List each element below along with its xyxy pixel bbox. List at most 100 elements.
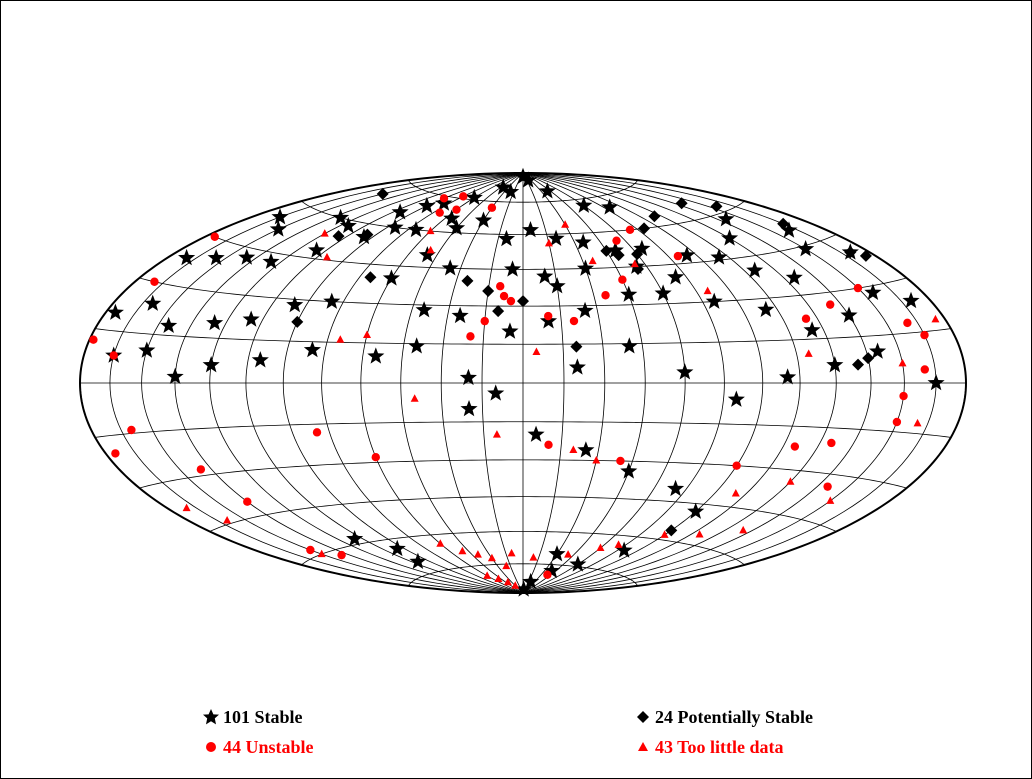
circle-point — [440, 194, 448, 202]
star-point — [601, 198, 618, 214]
diamond-point — [461, 275, 473, 287]
star-point — [460, 400, 477, 416]
star-point — [208, 249, 225, 265]
diamond-point — [482, 285, 494, 297]
triangle-point — [436, 539, 444, 547]
legend-label-unstable: 44 Unstable — [223, 737, 314, 757]
triangle-point — [411, 394, 419, 402]
star-point — [387, 219, 404, 235]
circle-point — [466, 332, 474, 340]
circle-point — [826, 300, 834, 308]
circle-point — [543, 571, 551, 579]
circle-point — [452, 205, 460, 213]
triangle-point — [532, 347, 540, 355]
circle-point — [459, 192, 467, 200]
triangle-point — [183, 504, 191, 512]
diamond-point — [291, 316, 303, 328]
diamond-point — [638, 222, 650, 234]
star-point — [138, 341, 155, 357]
star-point — [466, 189, 483, 205]
triangle-point — [336, 335, 344, 343]
circle-point — [337, 551, 345, 559]
star-point — [416, 301, 433, 317]
triangle-point — [321, 229, 329, 237]
star-point — [160, 317, 177, 333]
triangle-point — [592, 456, 600, 464]
star-point — [252, 351, 269, 367]
star-point — [389, 540, 406, 556]
triangle-point — [564, 550, 572, 558]
triangle-point — [561, 220, 569, 228]
triangle-point — [899, 359, 907, 367]
circle-point — [507, 297, 515, 305]
triangle-point — [931, 315, 939, 323]
legend-label-potentially-stable: 24 Potentially Stable — [655, 707, 813, 727]
star-point — [203, 356, 220, 372]
circle-point — [827, 439, 835, 447]
triangle-point — [493, 430, 501, 438]
star-point — [452, 307, 469, 323]
circle-point — [544, 312, 552, 320]
star-point — [308, 241, 325, 257]
triangle-point — [426, 227, 434, 235]
triangle-point — [589, 257, 597, 265]
star-point — [418, 197, 435, 213]
star-icon — [201, 707, 221, 727]
star-point — [487, 384, 504, 400]
triangle-icon — [633, 737, 653, 757]
triangle-point — [508, 549, 516, 557]
diamond-point — [648, 210, 660, 222]
triangle-point — [914, 419, 922, 427]
star-point — [710, 248, 727, 264]
star-point — [667, 480, 684, 496]
legend-label-too-little-data: 43 Too little data — [655, 737, 784, 757]
circle-point — [306, 546, 314, 554]
star-point — [797, 240, 814, 256]
circle-point — [313, 428, 321, 436]
circle-point — [89, 336, 97, 344]
triangle-point — [569, 446, 577, 454]
star-point — [475, 211, 492, 227]
circle-point — [601, 291, 609, 299]
star-point — [383, 269, 400, 285]
star-point — [271, 208, 288, 224]
legend-item-unstable: 44 Unstable — [201, 737, 314, 757]
circle-point — [899, 392, 907, 400]
circle-point — [618, 276, 626, 284]
legend-item-stable: 101 Stable — [201, 707, 303, 727]
circle-point — [436, 208, 444, 216]
circle-point — [544, 441, 552, 449]
diamond-point — [517, 295, 529, 307]
star-point — [407, 221, 424, 237]
map-data-points — [89, 168, 944, 597]
circle-point — [626, 226, 634, 234]
star-point — [286, 296, 303, 312]
star-point — [498, 230, 515, 246]
triangle-point — [223, 516, 231, 524]
triangle-point — [323, 253, 331, 261]
circle-point — [674, 252, 682, 260]
star-point — [621, 337, 638, 353]
circle-point — [500, 292, 508, 300]
circle-point — [488, 204, 496, 212]
triangle-point — [704, 287, 712, 295]
circle-point — [496, 282, 504, 290]
circle-point — [854, 284, 862, 292]
circle-point — [372, 453, 380, 461]
star-point — [442, 259, 459, 275]
circle-point — [616, 457, 624, 465]
circle-point — [920, 331, 928, 339]
legend-label-stable: 101 Stable — [223, 707, 303, 727]
circle-point — [823, 482, 831, 490]
star-point — [504, 260, 521, 276]
triangle-point — [363, 330, 371, 338]
circle-point — [243, 498, 251, 506]
star-point — [706, 293, 723, 309]
diamond-point — [665, 524, 677, 536]
circle-point — [110, 351, 118, 359]
star-point — [392, 203, 409, 219]
star-point — [262, 253, 279, 269]
legend-item-too-little-data: 43 Too little data — [633, 737, 784, 757]
